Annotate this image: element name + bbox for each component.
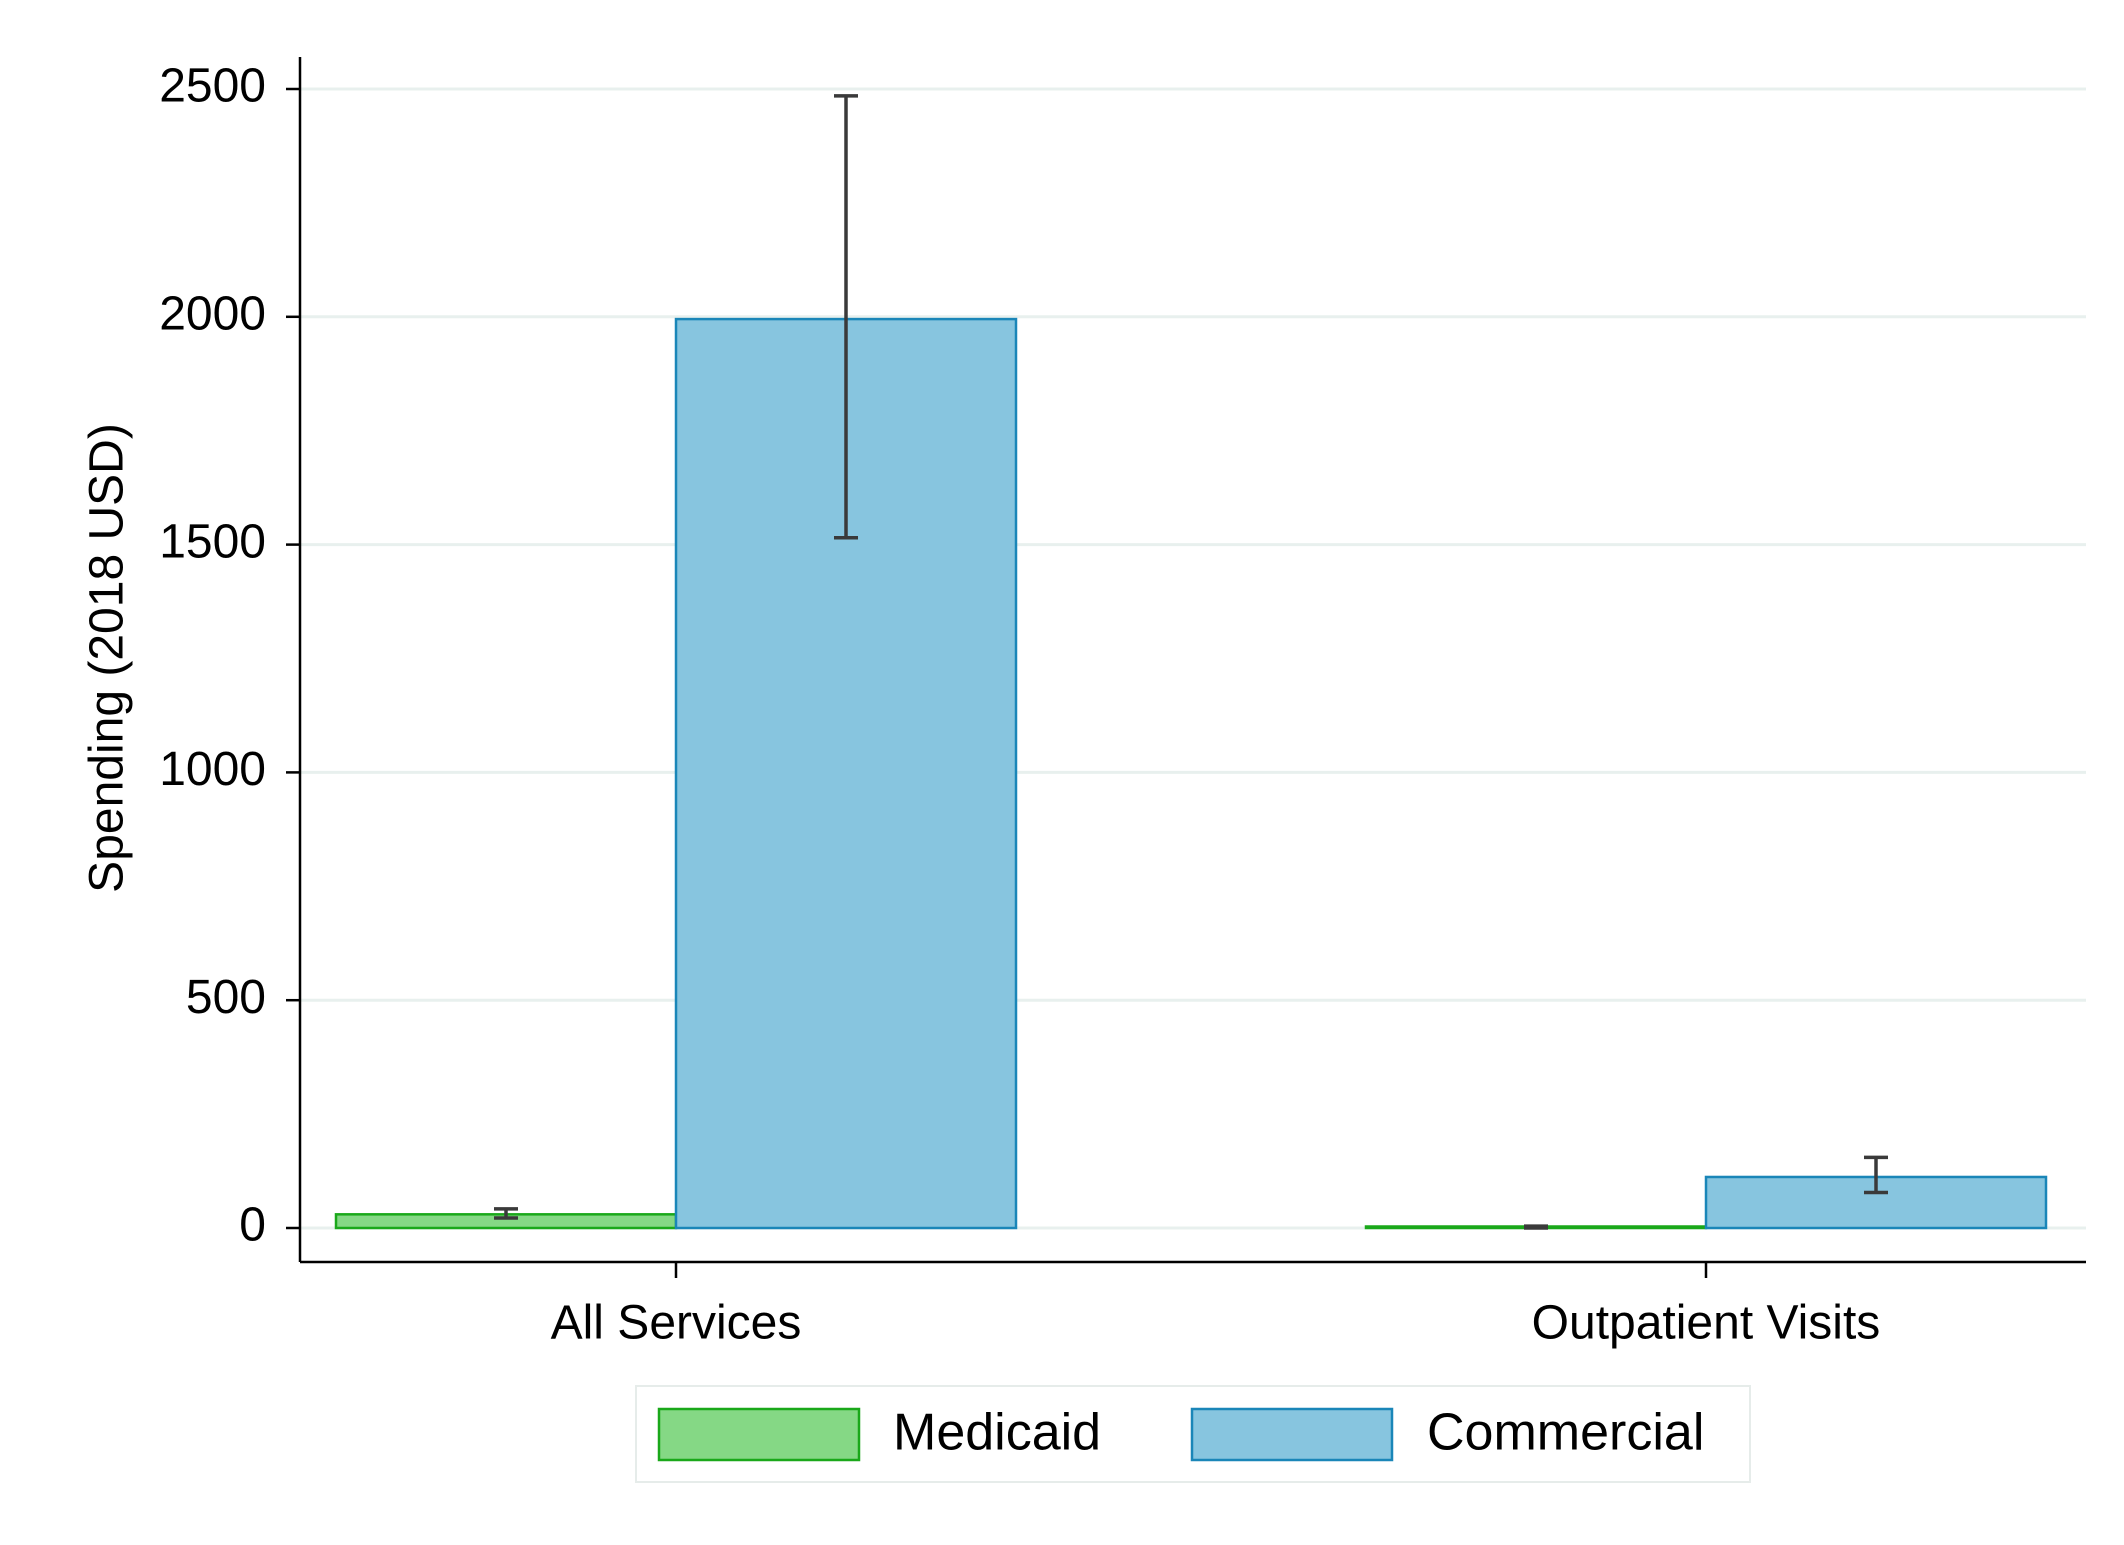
legend: Medicaid Commercial [635,1385,1751,1483]
legend-swatch-commercial [1190,1407,1394,1462]
legend-label-medicaid: Medicaid [893,1404,1101,1462]
y-tick-label: 2000 [159,287,266,340]
y-ticks: 0 500 1000 1500 2000 2500 [159,60,300,1252]
y-tick-label: 1000 [159,743,266,796]
y-tick-label: 500 [186,971,266,1024]
legend-swatch-medicaid [657,1407,861,1462]
x-tick-label: All Services [551,1297,802,1350]
y-axis-title: Spending (2018 USD) [81,423,134,893]
y-tick-label: 0 [239,1199,266,1252]
error-bars [494,94,1888,1230]
y-tick-label: 1500 [159,515,266,568]
legend-label-commercial: Commercial [1427,1404,1704,1462]
axes [298,57,2086,1264]
y-tick-label: 2500 [159,60,266,113]
x-tick-label: Outpatient Visits [1532,1297,1881,1350]
gridlines [300,87,2086,1230]
x-ticks: All Services Outpatient Visits [551,1262,1881,1350]
